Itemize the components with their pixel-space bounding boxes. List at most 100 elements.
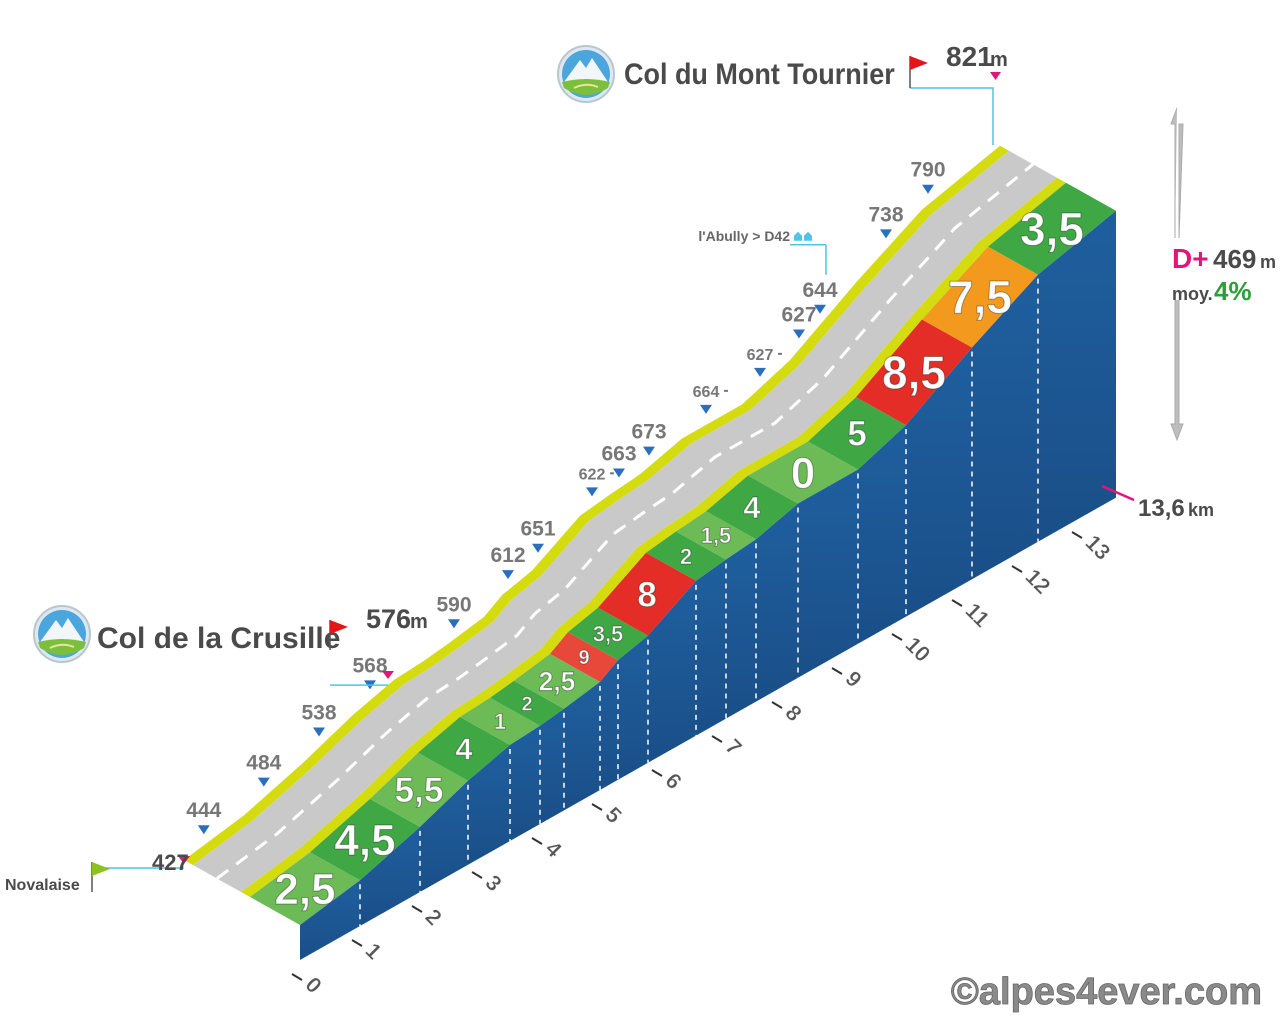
road xyxy=(193,150,1057,893)
start-marker xyxy=(178,856,190,864)
x-tick-label: 7 xyxy=(720,734,746,760)
waypoint-marker xyxy=(586,487,598,497)
gradient-block xyxy=(310,798,420,881)
waypoint-altitude: 644 xyxy=(802,279,837,302)
gradient-label: 2,5 xyxy=(539,667,576,697)
waypoint-marker xyxy=(643,446,655,456)
pass-marker xyxy=(990,72,1001,80)
wall xyxy=(564,681,600,811)
waypoint-altitude: 664 xyxy=(693,384,720,401)
waypoint-marker xyxy=(922,184,934,194)
waypoint-altitude: 590 xyxy=(436,593,471,616)
wall xyxy=(906,347,972,617)
waypoint-altitude: 444 xyxy=(186,799,221,822)
gradient-label: 1,5 xyxy=(701,523,732,548)
x-tick-label: 12 xyxy=(1020,564,1055,599)
unit: m xyxy=(410,611,428,633)
x-tick xyxy=(411,905,423,913)
wall xyxy=(360,826,420,926)
road-edge xyxy=(241,177,1066,898)
gradient-label: 8,5 xyxy=(882,346,946,398)
wall xyxy=(648,580,696,763)
wall xyxy=(972,274,1038,580)
average-label: moy. xyxy=(1172,284,1213,304)
wall xyxy=(1038,210,1116,542)
x-tick xyxy=(831,667,843,675)
gradient-block xyxy=(490,680,564,726)
waypoint-altitude: 663 xyxy=(601,442,636,465)
gradient-label: 4 xyxy=(455,732,472,767)
waypoint-altitude: 538 xyxy=(301,701,336,724)
gain-label: D+ xyxy=(1172,243,1209,274)
gradient-block xyxy=(250,852,360,925)
x-tick-label: 2 xyxy=(420,904,446,930)
gradient-block xyxy=(748,441,858,504)
gradient-label: 5 xyxy=(847,415,867,454)
x-tick xyxy=(471,871,483,879)
waypoint-marker xyxy=(814,304,826,314)
gradient-block xyxy=(514,653,600,709)
gradient-label: 1 xyxy=(494,709,506,734)
gradient-block xyxy=(568,607,648,661)
gradient-block xyxy=(808,397,906,470)
waypoint-altitude: 651 xyxy=(520,518,555,541)
unit: m xyxy=(1260,252,1276,272)
x-tick-label: 10 xyxy=(900,632,935,667)
gradient-label: 4,5 xyxy=(334,816,395,865)
gradient-block xyxy=(598,552,696,636)
credit: ©alpes4ever.com xyxy=(951,971,1262,1013)
gradient-label: 7,5 xyxy=(948,271,1012,323)
x-tick xyxy=(951,599,963,607)
wall xyxy=(468,744,510,865)
gradient-block xyxy=(676,511,756,560)
start-name: Novalaise xyxy=(5,877,80,894)
waypoint-altitude: 627 xyxy=(781,303,816,326)
wall xyxy=(600,660,618,790)
waypoint-marker xyxy=(793,329,805,339)
gradient-label: 9 xyxy=(578,647,589,669)
x-tick-label: 4 xyxy=(540,836,567,863)
waypoint-altitude: 738 xyxy=(868,203,903,226)
annotation-text: l'Abully > D42 xyxy=(698,228,790,244)
gradient-label: 0 xyxy=(791,449,815,498)
waypoint-altitude: 673 xyxy=(631,421,666,444)
wall xyxy=(300,880,360,960)
waypoint-marker xyxy=(313,727,325,737)
flag xyxy=(910,56,928,70)
pass-leader xyxy=(910,87,994,145)
x-tick-label: 6 xyxy=(660,768,686,794)
waypoint-marker xyxy=(448,619,460,629)
waypoint-marker xyxy=(880,229,892,239)
gradient-block xyxy=(706,475,798,540)
gradient-block xyxy=(370,752,468,827)
waypoint-marker xyxy=(257,777,270,787)
x-tick xyxy=(1071,531,1083,539)
waypoint-altitude: 484 xyxy=(246,752,281,775)
x-tick xyxy=(651,769,663,777)
x-tick-label: 5 xyxy=(600,802,626,828)
gradient-label: 2,5 xyxy=(274,865,335,914)
gradient-label: 2 xyxy=(680,544,692,569)
x-tick-label: 13 xyxy=(1080,530,1115,565)
house-icon xyxy=(794,231,812,241)
gradient-block xyxy=(418,716,510,781)
x-tick xyxy=(771,701,783,709)
wall xyxy=(798,469,858,678)
x-tick xyxy=(531,837,543,845)
pass-name: Col du Mont Tournier xyxy=(624,58,895,92)
waypoint-marker xyxy=(700,404,712,414)
road-edge xyxy=(184,145,1009,866)
gradient-block xyxy=(922,246,1038,348)
wall xyxy=(510,725,540,841)
gradient-block xyxy=(550,632,618,682)
gradient-label: 3,5 xyxy=(593,622,624,647)
x-tick xyxy=(1011,565,1023,573)
wall xyxy=(618,635,648,780)
distance-unit: km xyxy=(1188,500,1214,520)
x-tick-label: 8 xyxy=(780,700,806,726)
start-altitude: 427 xyxy=(152,850,189,875)
gradient-label: 5,5 xyxy=(395,771,444,810)
wall xyxy=(420,780,468,892)
average-value: 4% xyxy=(1214,276,1252,306)
flag xyxy=(92,862,110,876)
